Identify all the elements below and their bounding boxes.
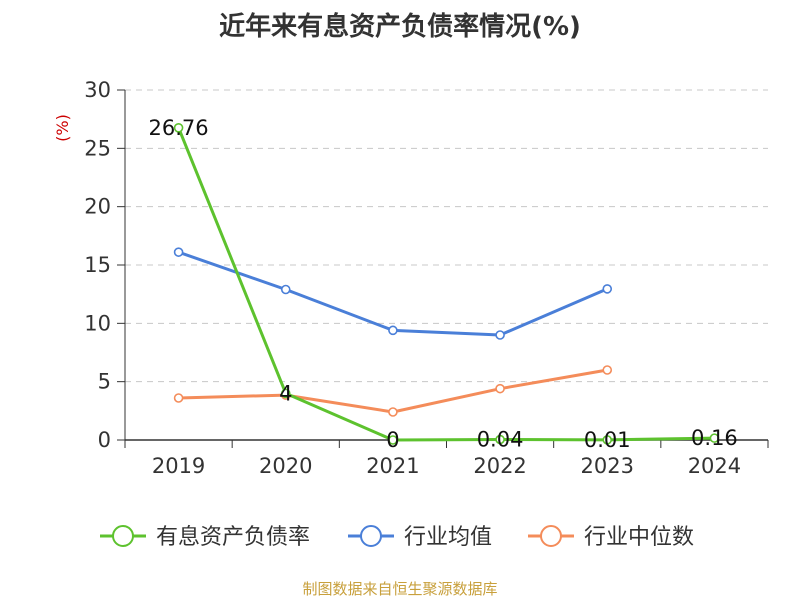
y-tick-label: 25: [84, 136, 111, 160]
data-label: 0: [386, 428, 399, 452]
y-tick-label: 15: [84, 253, 111, 277]
data-label: 0.16: [691, 426, 738, 450]
data-point: [709, 433, 720, 443]
legend-marker-icon: [112, 525, 134, 547]
series-line: [177, 127, 715, 442]
data-point: [280, 388, 291, 399]
data-point: [495, 330, 505, 340]
data-point: [388, 407, 398, 417]
data-point: [495, 434, 505, 445]
data-label: 0.04: [477, 428, 524, 452]
data-label: 0.01: [584, 428, 631, 452]
series-2: [173, 365, 613, 417]
legend-marker-icon: [540, 525, 562, 547]
chart-title: 近年来有息资产负债率情况(%): [219, 12, 581, 42]
legend-item: 行业均值: [348, 525, 492, 550]
data-point: [173, 123, 184, 133]
x-tick-label: 2019: [152, 454, 205, 478]
data-source-note: 制图数据来自恒生聚源数据库: [302, 580, 498, 598]
data-point: [173, 393, 184, 403]
legend-label: 行业均值: [404, 525, 492, 550]
legend: 有息资产负债率 行业均值 行业中位数: [100, 525, 694, 550]
series-1: [173, 247, 613, 340]
x-tick-label: 2024: [688, 454, 741, 478]
x-tick-label: 2021: [366, 454, 419, 478]
data-point: [495, 383, 505, 394]
legend-item: 行业中位数: [528, 525, 694, 550]
axes: 0 5 10 15 20 25 30 2019 2020 2021 2022 2023 2024: [84, 78, 769, 478]
legend-marker-icon: [360, 525, 382, 547]
data-point: [173, 247, 184, 257]
data-point: [280, 284, 291, 295]
data-point: [602, 365, 613, 375]
data-point: [602, 435, 613, 445]
series-line: [178, 368, 608, 414]
legend-label: 有息资产负债率: [156, 525, 310, 550]
data-label: 26.76: [149, 116, 209, 140]
data-point: [602, 284, 613, 294]
y-tick-label: 5: [98, 370, 111, 394]
x-tick-label: 2022: [473, 454, 526, 478]
y-axis-unit: (%): [53, 114, 72, 142]
y-tick-label: 10: [84, 311, 111, 335]
data-label: 4: [279, 381, 292, 405]
data-point: [388, 325, 398, 336]
grid-lines: [125, 89, 768, 383]
y-tick-label: 20: [84, 195, 111, 219]
y-tick-label: 30: [84, 78, 111, 102]
legend-label: 行业中位数: [584, 525, 694, 550]
series-0: 26.76 4 0 0.04 0.01 0.16: [149, 116, 738, 452]
series: 26.76 4 0 0.04 0.01 0.16: [149, 116, 738, 452]
x-tick-label: 2023: [581, 454, 634, 478]
legend-item: 有息资产负债率: [100, 525, 310, 550]
data-point: [388, 435, 398, 445]
x-tick-label: 2020: [259, 454, 312, 478]
y-tick-label: 0: [98, 428, 111, 452]
